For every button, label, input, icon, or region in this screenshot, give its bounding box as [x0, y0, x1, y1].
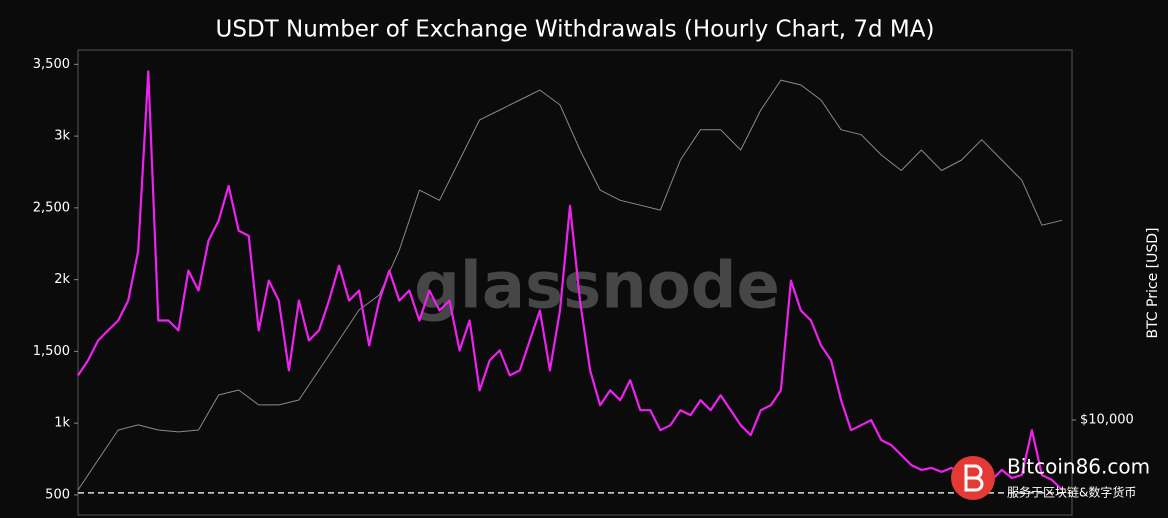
logo-symbol — [964, 464, 984, 492]
price-line — [77, 79, 1063, 491]
y-tick-label: 500 — [45, 487, 70, 502]
chart-title: USDT Number of Exchange Withdrawals (Hou… — [216, 17, 935, 43]
y2-tick-label: $10,000 — [1080, 412, 1134, 427]
y-tick-label: 1,500 — [33, 344, 70, 359]
y-tick-label: 3k — [54, 129, 70, 144]
y-tick-label: 2k — [54, 272, 70, 287]
watermark: glassnode — [414, 250, 780, 324]
marks — [77, 70, 1072, 494]
logo-text: Bitcoin86.com — [1007, 455, 1150, 479]
plot-frame — [77, 49, 1073, 516]
logo-subtext: 服务于区块链&数字货币 — [1007, 485, 1136, 500]
y2-axis-label: BTC Price [USD] — [1145, 227, 1161, 338]
y-tick-label: 3,500 — [33, 57, 70, 72]
y-tick-label: 2,500 — [33, 200, 70, 215]
series-line — [77, 70, 1063, 491]
y-tick-label: 1k — [54, 416, 70, 431]
